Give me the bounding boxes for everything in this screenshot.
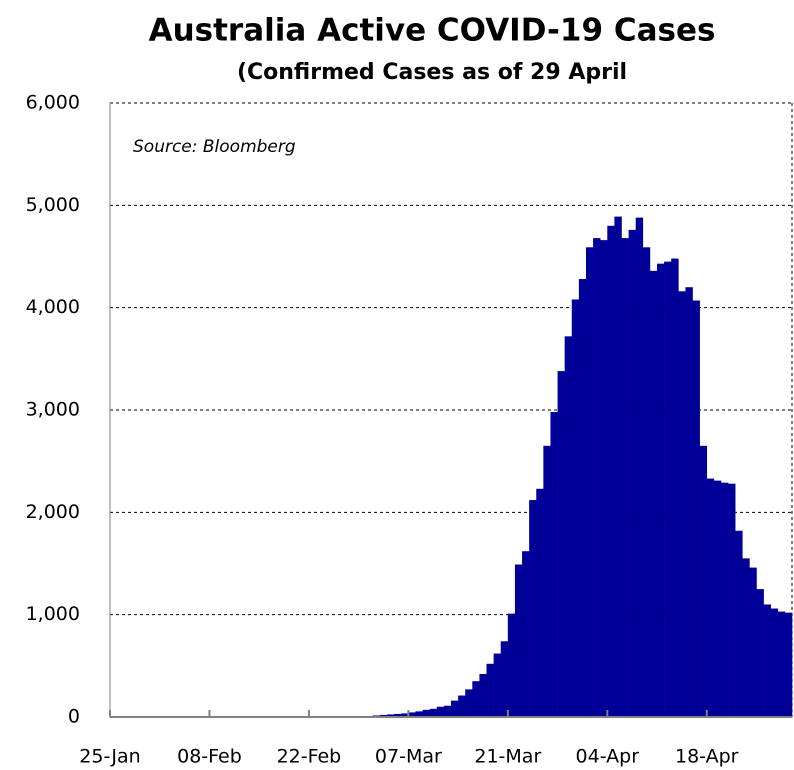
bar (507, 613, 516, 717)
bar (614, 216, 622, 717)
bar (685, 287, 693, 717)
bar (784, 612, 793, 717)
bar (756, 589, 764, 717)
y-tick-label: 1,000 (26, 603, 80, 625)
bar (607, 225, 615, 718)
bar (493, 653, 502, 717)
y-tick-label: 4,000 (26, 296, 80, 318)
chart-subtitle: (Confirmed Cases as of 29 April (237, 60, 627, 85)
y-tick-label: 0 (68, 706, 80, 728)
bar (649, 270, 658, 717)
bar (394, 713, 402, 717)
bar (692, 300, 700, 717)
bar (415, 711, 423, 717)
y-tick-label: 5,000 (26, 194, 80, 216)
y-tick-label: 6,000 (26, 92, 80, 114)
annotation: Source: Bloomberg (133, 137, 296, 157)
bar (500, 641, 509, 717)
bar (749, 567, 757, 717)
bar (777, 611, 786, 717)
bar (379, 714, 388, 717)
bar (458, 695, 466, 717)
bar (635, 217, 644, 717)
bar (763, 604, 771, 717)
bar (472, 681, 480, 717)
bar (571, 299, 580, 717)
bar (699, 445, 708, 717)
x-tick-label: 08-Feb (177, 746, 242, 768)
x-tick-label: 18-Apr (675, 746, 739, 768)
bar (713, 480, 722, 717)
bar (557, 371, 565, 717)
bar (408, 712, 416, 717)
bar (735, 530, 743, 717)
bar (657, 263, 665, 717)
bar (422, 709, 430, 717)
y-tick-label: 2,000 (26, 501, 80, 523)
bar (522, 551, 530, 717)
bar (436, 706, 445, 717)
x-tick-label: 21-Mar (474, 746, 541, 768)
bar (451, 700, 459, 717)
bar (401, 713, 409, 717)
bar (642, 247, 651, 718)
bar (486, 663, 494, 717)
bar (770, 608, 779, 717)
bar (550, 412, 558, 717)
bar (536, 488, 544, 717)
bar (728, 483, 736, 717)
bar (543, 445, 551, 717)
bar (593, 238, 601, 717)
bar (600, 240, 608, 718)
bar (585, 247, 594, 718)
bar (720, 482, 729, 717)
bar (742, 558, 750, 717)
bar (706, 478, 715, 717)
bar (514, 564, 523, 717)
bar (678, 291, 686, 717)
bar (443, 705, 452, 717)
bar (429, 708, 438, 717)
bar (479, 674, 487, 717)
x-tick-label: 25-Jan (79, 746, 140, 768)
bar (578, 279, 587, 717)
x-tick-label: 07-Mar (375, 746, 442, 768)
bar (664, 261, 672, 717)
bar (564, 336, 573, 717)
chart-title: Australia Active COVID-19 Cases (149, 13, 716, 49)
bar (529, 500, 537, 717)
x-tick-label: 22-Feb (277, 746, 342, 768)
y-tick-label: 3,000 (26, 399, 80, 421)
bar (465, 689, 473, 717)
bar (628, 229, 637, 718)
bar (671, 258, 679, 717)
x-tick-label: 04-Apr (576, 746, 640, 768)
bar (387, 714, 395, 717)
bar (621, 238, 629, 717)
